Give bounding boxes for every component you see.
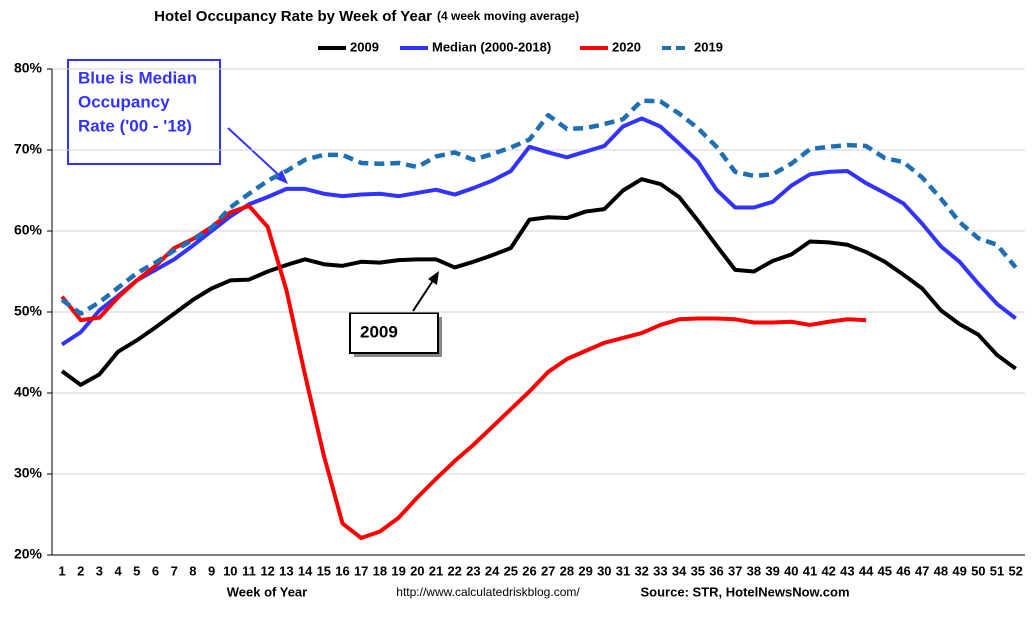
x-tick-label: 20 xyxy=(410,563,424,578)
y-tick-label: 20% xyxy=(14,546,43,562)
chart-title: Hotel Occupancy Rate by Week of Year xyxy=(154,8,432,25)
x-tick-label: 50 xyxy=(971,563,985,578)
x-tick-label: 47 xyxy=(915,563,929,578)
x-tick-label: 9 xyxy=(208,563,215,578)
arrow-head xyxy=(274,170,288,184)
x-tick-label: 25 xyxy=(504,563,518,578)
legend-label: 2020 xyxy=(612,39,641,54)
annotation-box xyxy=(349,312,439,354)
x-tick-label: 23 xyxy=(466,563,480,578)
x-tick-label: 33 xyxy=(653,563,667,578)
x-tick-label: 2 xyxy=(77,563,84,578)
legend-label: Median (2000-2018) xyxy=(432,39,551,54)
x-tick-label: 38 xyxy=(747,563,761,578)
x-tick-label: 28 xyxy=(560,563,574,578)
x-tick-label: 29 xyxy=(578,563,592,578)
x-tick-label: 1 xyxy=(58,563,65,578)
x-tick-label: 52 xyxy=(1008,563,1022,578)
x-tick-label: 5 xyxy=(133,563,140,578)
x-tick-label: 46 xyxy=(896,563,910,578)
arrow-head xyxy=(428,271,439,285)
x-tick-label: 43 xyxy=(840,563,854,578)
series-line xyxy=(60,177,1017,387)
x-tick-label: 45 xyxy=(878,563,892,578)
y-tick-label: 50% xyxy=(14,303,43,319)
x-tick-label: 51 xyxy=(990,563,1004,578)
annotation-text: Occupancy xyxy=(78,92,170,111)
annotation-arrow xyxy=(227,127,283,179)
annotations: Blue is Median Occupancy Rate ('00 - '18) 2… xyxy=(67,59,442,357)
x-tick-label: 6 xyxy=(152,563,159,578)
x-tick-label: 8 xyxy=(189,563,196,578)
annotation-text: 2009 xyxy=(360,322,398,341)
x-tick-label: 27 xyxy=(541,563,555,578)
x-tick-label: 3 xyxy=(96,563,103,578)
x-tick-label: 36 xyxy=(709,563,723,578)
x-tick-label: 18 xyxy=(373,563,387,578)
x-tick-label: 30 xyxy=(597,563,611,578)
y-tick-label: 70% xyxy=(14,141,43,157)
x-tick-label: 10 xyxy=(223,563,237,578)
legend-label: 2009 xyxy=(350,39,379,54)
x-tick-label: 41 xyxy=(803,563,817,578)
x-tick-label: 12 xyxy=(260,563,274,578)
x-tick-label: 31 xyxy=(616,563,630,578)
annotation-arrow xyxy=(412,278,435,312)
series-line xyxy=(60,116,1017,347)
y-tick-label: 40% xyxy=(14,384,43,400)
x-tick-label: 49 xyxy=(952,563,966,578)
legend-label: 2019 xyxy=(694,39,723,54)
x-tick-label: 39 xyxy=(765,563,779,578)
x-axis-label: Week of Year xyxy=(227,584,307,599)
x-tick-label: 40 xyxy=(784,563,798,578)
x-tick-label: 16 xyxy=(335,563,349,578)
series-line xyxy=(60,98,1018,316)
source: Source: STR, HotelNewsNow.com xyxy=(641,584,850,599)
chart-subtitle: (4 week moving average) xyxy=(437,9,579,23)
annotation-box xyxy=(67,59,221,165)
x-tick-label: 34 xyxy=(672,563,687,578)
x-tick-label: 22 xyxy=(447,563,461,578)
x-tick-label: 48 xyxy=(934,563,948,578)
annotation-text: Blue is Median xyxy=(78,68,197,87)
series-line xyxy=(60,203,867,540)
y-tick-label: 60% xyxy=(14,222,43,238)
x-tick-label: 26 xyxy=(522,563,536,578)
x-tick-label: 7 xyxy=(171,563,178,578)
x-tick-label: 21 xyxy=(429,563,443,578)
y-tick-label: 30% xyxy=(14,465,43,481)
source-url: http://www.calculatedriskblog.com/ xyxy=(396,585,580,599)
y-tick-label: 80% xyxy=(14,60,43,76)
x-tick-label: 17 xyxy=(354,563,368,578)
x-tick-label: 14 xyxy=(298,563,313,578)
x-tick-label: 44 xyxy=(859,563,874,578)
x-tick-label: 37 xyxy=(728,563,742,578)
x-tick-label: 15 xyxy=(317,563,331,578)
x-tick-label: 4 xyxy=(114,563,122,578)
x-tick-label: 24 xyxy=(485,563,500,578)
x-tick-label: 13 xyxy=(279,563,293,578)
x-tick-label: 11 xyxy=(242,563,256,578)
x-tick-label: 35 xyxy=(691,563,705,578)
x-tick-label: 42 xyxy=(821,563,835,578)
annotation-text: Rate ('00 - '18) xyxy=(78,116,192,135)
x-tick-label: 19 xyxy=(391,563,405,578)
x-tick-label: 32 xyxy=(634,563,648,578)
